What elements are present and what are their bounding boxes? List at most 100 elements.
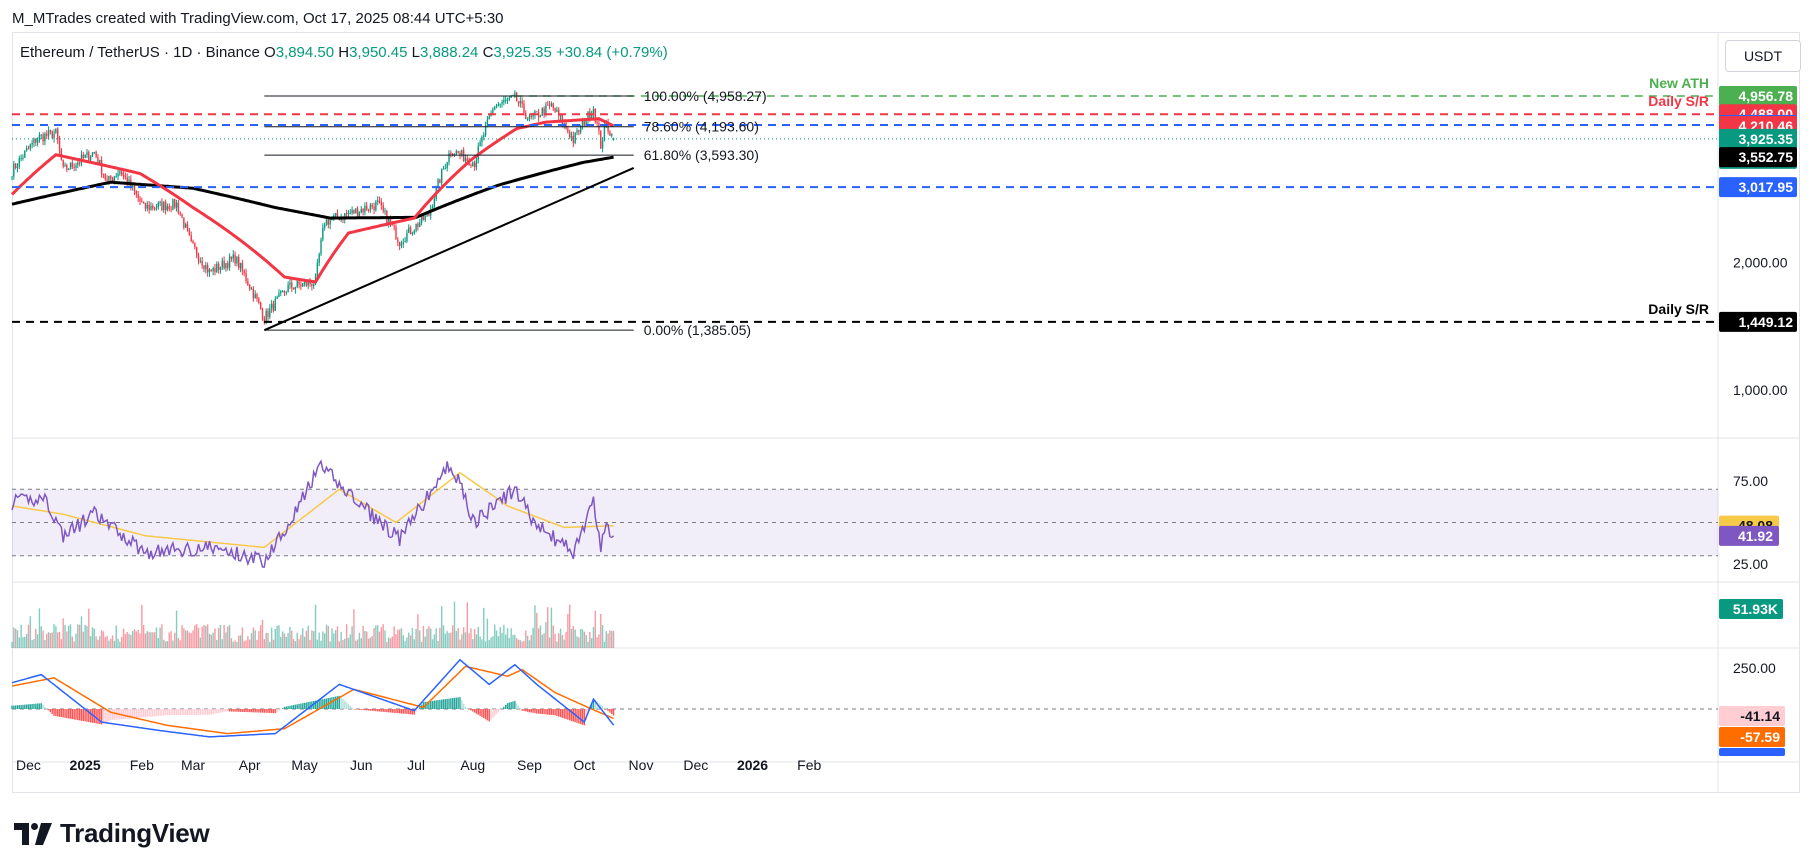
currency-button[interactable]: USDT xyxy=(1725,40,1801,72)
volume-bar xyxy=(475,634,478,648)
candle-body xyxy=(558,109,560,116)
volume-bar xyxy=(576,636,578,648)
volume-bar xyxy=(161,624,163,648)
macd-histogram-bar xyxy=(483,709,485,719)
rsi-axis-tick: 25.00 xyxy=(1733,556,1768,572)
volume-bar xyxy=(243,641,245,648)
macd-histogram-bar xyxy=(287,706,289,709)
candle-body xyxy=(525,113,527,119)
volume-bar xyxy=(450,632,452,648)
candle-body xyxy=(135,191,138,194)
volume-bar xyxy=(530,635,532,648)
symbol-title[interactable]: Ethereum / TetherUS · 1D · Binance xyxy=(20,44,260,61)
candle-body xyxy=(488,116,490,120)
macd-histogram-bar xyxy=(78,709,81,721)
macd-histogram-bar xyxy=(102,709,105,724)
volume-bar xyxy=(523,641,525,648)
candle-body xyxy=(395,226,397,240)
close-value: 3,925.35 xyxy=(493,44,552,61)
volume-bar xyxy=(137,629,139,648)
volume-bar xyxy=(33,639,35,648)
candle-body xyxy=(353,209,355,214)
candle-body xyxy=(559,115,562,117)
candle-body xyxy=(238,257,240,269)
macd-histogram-bar xyxy=(47,709,50,711)
macd-histogram-bar xyxy=(89,709,92,723)
candle-body xyxy=(214,268,216,272)
volume-bar xyxy=(558,633,560,648)
candle-body xyxy=(203,265,205,270)
volume-bar xyxy=(272,639,275,648)
volume-bar xyxy=(344,638,346,648)
tradingview-logo[interactable]: TradingView xyxy=(14,818,210,849)
candle-body xyxy=(349,212,351,214)
candle-body xyxy=(77,162,79,166)
macd-histogram-bar xyxy=(364,709,366,711)
macd-histogram-bar xyxy=(318,699,320,709)
macd-histogram-bar xyxy=(283,706,286,709)
volume-bar xyxy=(556,641,558,648)
macd-histogram-bar xyxy=(605,709,607,710)
macd-histogram-bar xyxy=(371,709,373,711)
candle-body xyxy=(371,204,373,207)
candle-body xyxy=(102,173,105,175)
volume-bar xyxy=(91,627,94,648)
volume-bar xyxy=(29,616,31,648)
macd-histogram-bar xyxy=(289,705,291,709)
macd-histogram-bar xyxy=(611,709,613,715)
volume-bar xyxy=(347,637,350,648)
candle-body xyxy=(475,159,478,168)
candle-body xyxy=(504,99,507,101)
macd-line xyxy=(11,658,615,738)
macd-histogram-bar xyxy=(161,709,163,716)
candle-body xyxy=(201,260,203,266)
macd-histogram-bar xyxy=(344,700,346,709)
volume-bar xyxy=(58,631,61,648)
volume-bar xyxy=(60,639,63,648)
candle-body xyxy=(451,153,454,156)
macd-histogram-bar xyxy=(62,709,64,718)
macd-histogram-bar xyxy=(342,699,344,709)
price-axis-label: 4,956.78 xyxy=(1739,88,1794,104)
volume-bar xyxy=(259,625,262,648)
volume-bar xyxy=(217,627,220,648)
volume-bar xyxy=(177,637,180,648)
volume-bar xyxy=(261,619,264,648)
volume-bar xyxy=(439,627,441,648)
candle-body xyxy=(261,309,264,319)
level-label: Daily S/R xyxy=(1648,93,1709,109)
macd-histogram-bar xyxy=(236,709,238,712)
candle-body xyxy=(73,166,75,168)
candle-body xyxy=(124,175,127,178)
candle-body xyxy=(428,213,430,216)
fib-level-label: 61.80% (3,593.30) xyxy=(644,147,759,163)
candle-body xyxy=(294,286,297,290)
macd-histogram-bar xyxy=(53,709,55,716)
volume-bar xyxy=(459,639,461,648)
macd-histogram-bar xyxy=(490,709,492,720)
volume-bar xyxy=(525,630,527,648)
macd-histogram-bar xyxy=(126,709,128,719)
macd-histogram-bar xyxy=(186,709,189,715)
chart-canvas[interactable]: New ATH Daily S/R Daily S/R 100.00% (4,958.… xyxy=(0,0,1814,800)
macd-histogram-bar xyxy=(468,709,470,710)
candle-body xyxy=(44,133,46,142)
rsi-label: 41.92 xyxy=(1738,528,1773,544)
macd-histogram-bar xyxy=(497,709,500,713)
volume-bar xyxy=(494,624,496,648)
macd-histogram-bar xyxy=(232,709,234,712)
macd-histogram-bar xyxy=(451,698,454,709)
candle-body xyxy=(514,92,516,96)
macd-histogram-bar xyxy=(433,700,436,709)
volume-bar xyxy=(40,626,42,648)
candle-body xyxy=(270,303,273,309)
candle-body xyxy=(411,233,414,235)
volume-bar xyxy=(150,632,152,648)
macd-histogram-bar xyxy=(470,709,472,711)
candle-body xyxy=(230,256,233,259)
volume-bar xyxy=(186,630,189,648)
candle-body xyxy=(305,281,308,286)
volume-bar xyxy=(89,636,92,648)
macd-histogram-bar xyxy=(356,709,359,710)
volume-bar xyxy=(428,626,430,648)
